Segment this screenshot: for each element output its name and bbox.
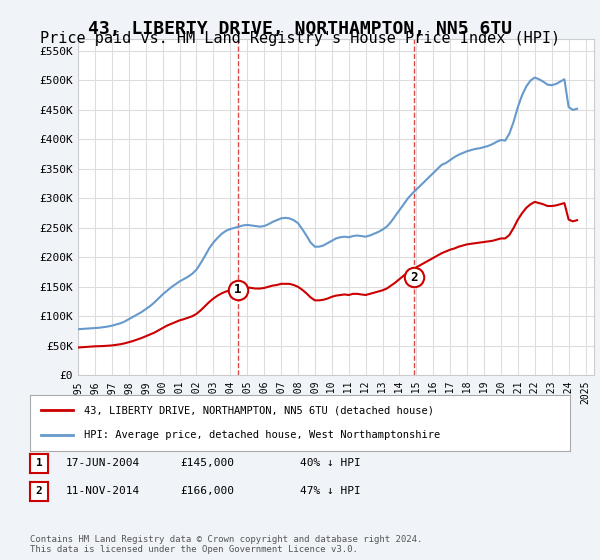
Text: £166,000: £166,000: [180, 486, 234, 496]
Text: 40% ↓ HPI: 40% ↓ HPI: [300, 458, 361, 468]
Text: 2: 2: [35, 487, 43, 496]
Text: 11-NOV-2014: 11-NOV-2014: [66, 486, 140, 496]
Text: 2: 2: [410, 271, 418, 284]
Text: 17-JUN-2004: 17-JUN-2004: [66, 458, 140, 468]
Text: 47% ↓ HPI: 47% ↓ HPI: [300, 486, 361, 496]
Text: 43, LIBERTY DRIVE, NORTHAMPTON, NN5 6TU: 43, LIBERTY DRIVE, NORTHAMPTON, NN5 6TU: [88, 20, 512, 38]
Text: £145,000: £145,000: [180, 458, 234, 468]
Text: HPI: Average price, detached house, West Northamptonshire: HPI: Average price, detached house, West…: [84, 430, 440, 440]
Text: 1: 1: [234, 283, 242, 296]
Text: Contains HM Land Registry data © Crown copyright and database right 2024.
This d: Contains HM Land Registry data © Crown c…: [30, 535, 422, 554]
Text: Price paid vs. HM Land Registry's House Price Index (HPI): Price paid vs. HM Land Registry's House …: [40, 31, 560, 46]
Text: 43, LIBERTY DRIVE, NORTHAMPTON, NN5 6TU (detached house): 43, LIBERTY DRIVE, NORTHAMPTON, NN5 6TU …: [84, 405, 434, 416]
Text: 1: 1: [35, 459, 43, 468]
